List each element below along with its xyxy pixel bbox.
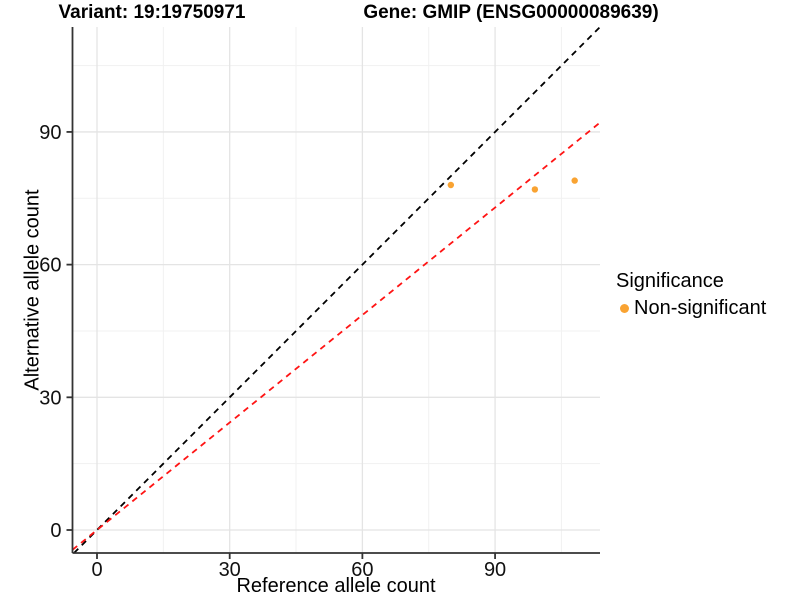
identity-line — [73, 26, 601, 554]
legend-point-icon — [620, 304, 629, 313]
fit-line — [71, 121, 601, 551]
x-tick-label: 90 — [484, 559, 506, 581]
legend: Significance Non-significant — [616, 270, 766, 320]
legend-item-label: Non-significant — [634, 297, 767, 319]
data-point — [531, 186, 539, 193]
legend-title: Significance — [616, 270, 724, 292]
x-axis-title: Reference allele count — [236, 575, 436, 597]
legend-item-non-significant: Non-significant — [616, 297, 766, 320]
y-tick-label: 60 — [39, 255, 61, 277]
data-point — [571, 177, 578, 184]
data-point — [447, 181, 455, 189]
x-tick-label: 30 — [219, 559, 241, 581]
y-tick-label: 90 — [39, 122, 61, 144]
y-axis-title: Alternative allele count — [21, 189, 44, 391]
plot-title-gene: Gene: GMIP (ENSG00000089639) — [363, 2, 659, 23]
y-tick-label: 30 — [39, 387, 61, 409]
x-tick-label: 60 — [351, 559, 373, 581]
x-tick-label: 0 — [91, 559, 102, 581]
y-tick-label: 0 — [50, 520, 61, 542]
plot-title-variant: Variant: 19:19750971 — [58, 2, 246, 23]
